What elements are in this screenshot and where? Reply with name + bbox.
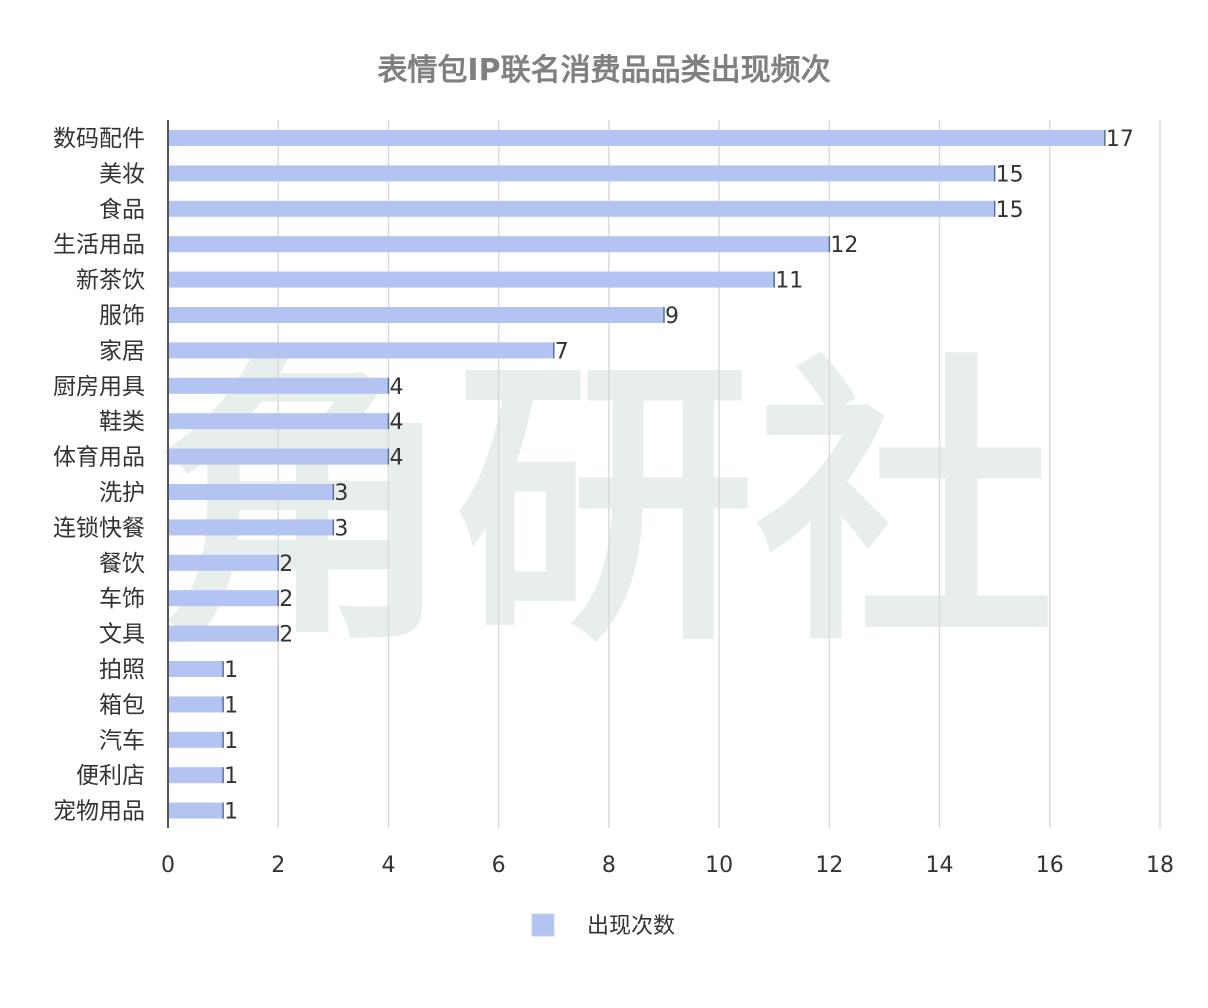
category-label: 数码配件 [53,126,145,152]
category-label: 新茶饮 [76,268,145,294]
bar [169,377,389,394]
bar [169,590,279,607]
data-label: 1 [224,800,238,825]
category-label: 厨房用具 [53,374,145,400]
data-label: 4 [389,446,403,471]
category-label: 餐饮 [99,551,145,577]
x-axis-tick-labels: 0 2 4 6 8 10 12 14 16 18 [161,853,1174,878]
category-label: 生活用品 [53,232,145,258]
x-tick-label: 6 [492,853,506,878]
data-label: 12 [830,233,858,258]
bar [169,696,224,713]
data-label: 3 [334,516,348,541]
data-label: 1 [224,693,238,718]
legend: 出现次数 [531,913,675,939]
x-tick-label: 10 [705,853,733,878]
data-label: 1 [224,658,238,683]
category-label: 服饰 [99,303,145,329]
category-label: 汽车 [99,728,145,754]
bar [169,767,224,784]
bar [169,200,995,217]
category-label: 连锁快餐 [53,515,145,541]
legend-label: 出现次数 [587,914,675,939]
data-label: 2 [279,587,293,612]
category-label: 食品 [99,197,145,223]
data-label: 9 [665,304,679,329]
bar [169,236,830,253]
data-label: 7 [555,339,569,364]
x-tick-label: 16 [1036,853,1064,878]
bar [169,802,224,819]
bar [169,519,334,536]
category-label: 箱包 [99,692,145,718]
category-label: 体育用品 [53,445,145,471]
category-label: 家居 [99,338,145,364]
legend-swatch [531,913,555,937]
chart-title: 表情包IP联名消费品品类出现频次 [377,53,830,88]
x-tick-label: 14 [926,853,954,878]
category-label: 便利店 [76,763,145,789]
data-label: 15 [996,162,1024,187]
category-label: 鞋类 [99,409,145,435]
x-tick-label: 18 [1146,853,1174,878]
x-tick-label: 8 [602,853,616,878]
x-tick-label: 2 [271,853,285,878]
category-labels: 数码配件美妆食品生活用品新茶饮服饰家居厨房用具鞋类体育用品洗护连锁快餐餐饮车饰文… [53,126,145,825]
data-label: 4 [389,375,403,400]
data-label: 11 [775,269,803,294]
data-label: 3 [334,481,348,506]
category-label: 文具 [99,622,145,648]
x-tick-label: 12 [815,853,843,878]
bar [169,165,995,182]
x-tick-label: 0 [161,853,175,878]
category-label: 车饰 [99,586,145,612]
bar [169,554,279,571]
data-label: 1 [224,729,238,754]
data-label: 2 [279,623,293,648]
category-label: 拍照 [99,657,145,683]
x-tick-label: 4 [381,853,395,878]
category-label: 美妆 [99,161,145,187]
data-label: 15 [996,198,1024,223]
bar [169,307,664,323]
data-label: 2 [279,552,293,577]
bar [169,130,1105,146]
data-label: 1 [224,764,238,789]
bars [169,130,1106,819]
bar [169,661,224,677]
data-label: 4 [389,410,403,435]
bar [169,342,554,359]
category-label: 洗护 [99,480,145,506]
bar [169,413,389,430]
bar [169,731,224,748]
bar [169,271,775,288]
data-label: 17 [1106,127,1134,152]
category-label: 宠物用品 [53,799,145,825]
bar [169,625,279,642]
bar [169,484,334,500]
bar [169,448,389,465]
